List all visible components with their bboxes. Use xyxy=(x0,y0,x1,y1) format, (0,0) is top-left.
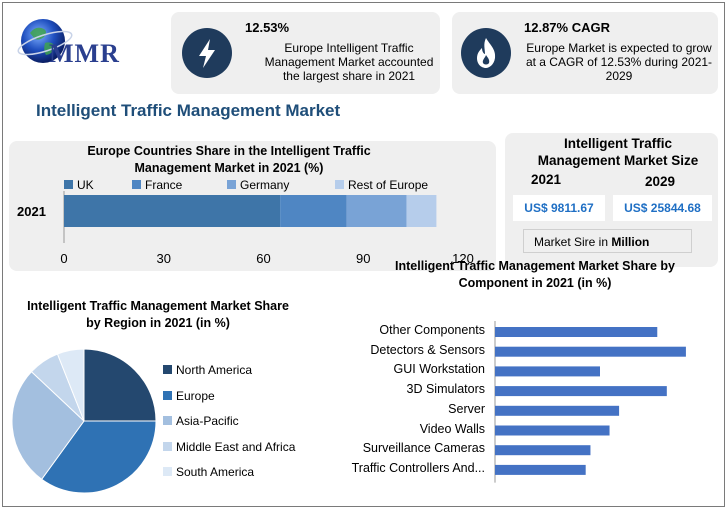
pie-legend-item: Europe xyxy=(163,389,215,403)
legend-france-label: France xyxy=(145,178,183,192)
stat1-text: Europe Intelligent Traffic Management Ma… xyxy=(264,41,434,83)
globe-icon xyxy=(17,19,73,63)
value-2021: US$ 9811.67 xyxy=(513,195,605,221)
pie-legend-label: Asia-Pacific xyxy=(176,414,239,428)
logo: MMR xyxy=(15,13,145,73)
pie-legend-item: South America xyxy=(163,465,254,479)
stat-card-cagr: 12.87% CAGR Europe Market is expected to… xyxy=(452,12,718,94)
stat2-text: Europe Market is expected to grow at a C… xyxy=(525,41,713,83)
page-title: Intelligent Traffic Management Market xyxy=(36,101,341,120)
flame-icon xyxy=(460,27,512,79)
pie-legend-swatch xyxy=(163,441,172,451)
stack-bar-uk xyxy=(64,195,281,227)
europe-chart-title: Europe Countries Share in the Intelligen… xyxy=(87,144,371,175)
legend-france-swatch xyxy=(132,180,141,189)
unit-note-bold: Million xyxy=(611,235,650,249)
unit-note-prefix: Market Sire in xyxy=(534,235,609,249)
legend-uk-label: UK xyxy=(77,178,94,192)
component-bar xyxy=(495,366,600,377)
component-category-label: Other Components xyxy=(379,323,485,337)
stack-x-tick: 60 xyxy=(256,251,270,266)
region-pie xyxy=(11,348,157,494)
stack-bar-germany xyxy=(346,195,407,227)
component-category-label: Traffic Controllers And... xyxy=(351,460,485,475)
pie-legend-label: South America xyxy=(176,465,255,479)
market-size-title: Intelligent Traffic Management Market Si… xyxy=(537,136,699,168)
component-category-label: GUI Workstation xyxy=(393,362,485,377)
pie-legend-item: North America xyxy=(163,363,252,377)
pie-slice-north-america xyxy=(83,348,157,422)
pie-legend-swatch xyxy=(163,467,172,476)
unit-note: Market Sire in Million xyxy=(523,229,692,253)
lightning-icon xyxy=(181,27,233,79)
stat2-value: 12.87% CAGR xyxy=(524,20,610,35)
year-2021: 2021 xyxy=(531,172,562,187)
component-category-label: Server xyxy=(448,401,485,416)
stack-bar-france xyxy=(280,195,347,227)
legend-germany: Germany xyxy=(227,178,289,192)
legend-germany-label: Germany xyxy=(240,178,290,192)
region-legend: North America Europe Asia-Pacific Middle Ea… xyxy=(163,363,343,493)
legend-rest-label: Rest of Europe xyxy=(348,178,429,192)
logo-text: MMR xyxy=(49,39,120,68)
component-bar xyxy=(495,425,610,436)
legend-germany-swatch xyxy=(227,180,236,189)
component-bar xyxy=(495,327,658,337)
stack-x-tick: 90 xyxy=(356,251,370,266)
pie-legend-swatch xyxy=(163,416,172,425)
pie-slice-asia-pacific xyxy=(11,371,85,480)
stack-bar-rest-of-europe xyxy=(406,195,437,227)
pie-legend-label: Europe xyxy=(176,388,215,403)
europe-share-chart: Europe Countries Share in the Intelligen… xyxy=(9,141,496,271)
component-category-label: Detectors & Sensors xyxy=(370,342,485,357)
stack-x-tick: 120 xyxy=(452,251,474,266)
component-bar xyxy=(495,346,686,357)
pie-slice-south-america xyxy=(56,348,85,422)
year-2029: 2029 xyxy=(645,174,676,189)
component-bar xyxy=(495,386,667,397)
legend-uk-swatch xyxy=(64,180,73,189)
stack-x-tick: 0 xyxy=(60,251,67,266)
pie-legend-item: Middle East and Africa xyxy=(163,440,295,454)
component-category-label: 3D Simulators xyxy=(406,382,486,397)
stacked-bar-plot: 2021 0 30 60 90 120 xyxy=(17,191,474,266)
market-size-panel: Intelligent Traffic Management Market Si… xyxy=(505,133,718,267)
value-2029: US$ 25844.68 xyxy=(613,195,712,221)
stat1-value: 12.53% xyxy=(245,20,290,35)
component-category-label: Surveillance Cameras xyxy=(362,441,485,456)
stat-card-share: 12.53% Europe Intelligent Traffic Manage… xyxy=(171,12,440,94)
component-bar xyxy=(495,405,620,416)
component-bar xyxy=(495,464,586,475)
legend-rest-of-europe: Rest of Europe xyxy=(335,178,428,192)
pie-legend-item: Asia-Pacific xyxy=(163,414,239,428)
region-chart-title: Intelligent Traffic Management Market Sh… xyxy=(27,299,289,330)
legend-uk: UK xyxy=(64,178,94,192)
legend-rest-swatch xyxy=(335,180,344,189)
stack-x-tick: 30 xyxy=(157,251,171,266)
component-bar xyxy=(495,445,591,456)
pie-legend-swatch xyxy=(163,365,172,374)
component-bar-plot xyxy=(494,321,686,483)
pie-legend-swatch xyxy=(163,390,172,400)
component-labels: Other Components Detectors & Sensors GUI W… xyxy=(303,321,485,491)
component-chart-title: Intelligent Traffic Management Market Sh… xyxy=(395,259,675,290)
component-category-label: Video Walls xyxy=(419,421,485,436)
stack-category-label: 2021 xyxy=(17,204,46,219)
legend-france: France xyxy=(132,178,182,192)
pie-legend-label: North America xyxy=(176,363,253,377)
pie-slice-europe xyxy=(40,420,157,494)
pie-legend-label: Middle East and Africa xyxy=(176,439,296,454)
